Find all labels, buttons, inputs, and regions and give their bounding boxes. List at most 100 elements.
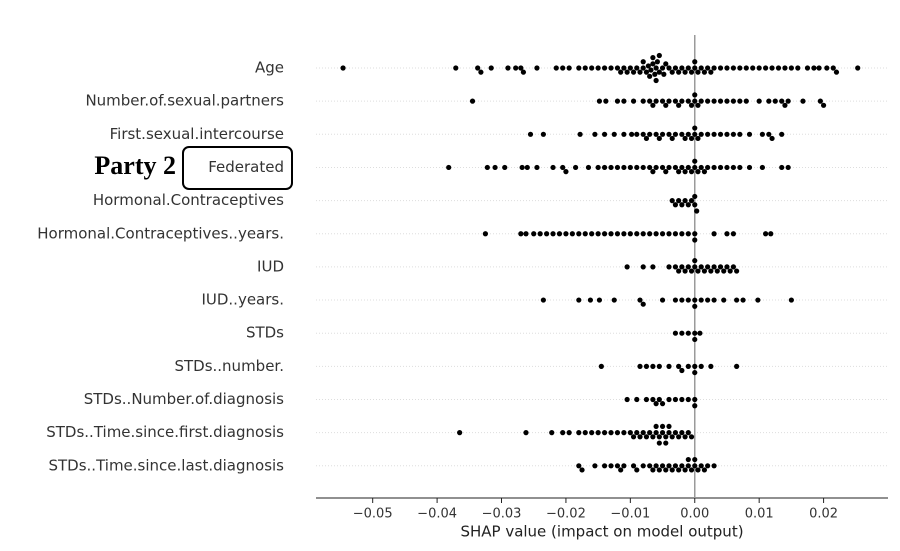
- dot: [630, 434, 637, 440]
- dot: [727, 268, 733, 274]
- dot: [553, 65, 559, 71]
- dot: [621, 131, 627, 137]
- dot: [685, 202, 691, 208]
- dot: [663, 434, 669, 440]
- dot: [566, 430, 572, 436]
- dot: [653, 231, 659, 237]
- dot: [659, 297, 666, 303]
- dot: [788, 297, 794, 303]
- dot: [711, 463, 717, 469]
- dot: [596, 297, 603, 303]
- dot: [672, 330, 679, 336]
- dot: [692, 264, 698, 270]
- dot: [589, 65, 595, 71]
- dot: [640, 98, 646, 104]
- dot: [576, 297, 582, 303]
- dot: [724, 231, 730, 237]
- dot: [705, 65, 711, 71]
- dot: [540, 131, 546, 137]
- dot: [659, 231, 666, 237]
- dot: [769, 65, 775, 71]
- dot: [582, 65, 588, 71]
- dot: [679, 463, 685, 469]
- dot: [446, 164, 452, 171]
- dot: [685, 430, 691, 436]
- dot: [637, 69, 643, 75]
- dot: [653, 77, 659, 84]
- dot: [695, 169, 701, 175]
- dot: [746, 164, 753, 171]
- dot: [595, 231, 601, 237]
- dot: [717, 131, 724, 137]
- dot: [721, 268, 727, 274]
- feature-label: STDs..Time.since.first.diagnosis: [46, 423, 284, 441]
- feature-label: Federated: [208, 158, 284, 176]
- dot: [519, 164, 525, 171]
- dot: [637, 297, 643, 303]
- dot: [692, 131, 698, 137]
- dot: [734, 363, 740, 369]
- dot: [782, 102, 788, 108]
- dot: [666, 65, 672, 71]
- dot: [659, 131, 666, 137]
- dot: [682, 69, 688, 75]
- dot: [811, 65, 817, 71]
- feature-label: IUD: [257, 257, 284, 275]
- dot: [682, 434, 688, 440]
- dot: [630, 69, 637, 75]
- dot: [688, 102, 695, 108]
- dot: [692, 330, 698, 336]
- dot: [656, 69, 662, 75]
- dot: [833, 69, 840, 75]
- dot: [800, 98, 806, 104]
- dot: [672, 396, 679, 403]
- dot: [643, 135, 650, 142]
- dot: [666, 264, 672, 270]
- dot: [737, 65, 743, 71]
- dot: [685, 98, 691, 104]
- dot: [659, 463, 666, 469]
- dot: [705, 297, 711, 303]
- dot: [672, 98, 679, 104]
- dot: [640, 463, 646, 469]
- dot: [692, 463, 698, 469]
- dot: [705, 164, 711, 171]
- dot: [621, 430, 627, 436]
- dot: [685, 463, 691, 469]
- dot: [669, 467, 675, 473]
- dot: [663, 169, 669, 175]
- dot: [534, 65, 540, 71]
- dot: [795, 65, 801, 71]
- dot: [596, 98, 603, 104]
- dot: [614, 65, 621, 71]
- dot: [701, 467, 708, 473]
- dot: [601, 65, 608, 71]
- dot: [601, 463, 608, 469]
- dot: [653, 401, 659, 407]
- dot: [692, 98, 698, 104]
- dot: [643, 434, 650, 440]
- dot: [484, 164, 490, 171]
- dot: [589, 430, 595, 436]
- dot: [524, 164, 530, 171]
- dot: [711, 264, 717, 270]
- dot: [653, 164, 659, 171]
- dot: [717, 98, 724, 104]
- dot: [685, 164, 691, 171]
- dot: [682, 135, 688, 142]
- dot: [653, 423, 659, 430]
- dot: [721, 297, 727, 303]
- dot: [820, 102, 827, 108]
- dot: [663, 102, 669, 108]
- dot: [685, 131, 691, 137]
- dot: [647, 131, 653, 137]
- dot: [743, 65, 749, 71]
- dot: [730, 231, 737, 237]
- dot: [523, 430, 529, 436]
- dot: [647, 98, 653, 104]
- dot: [595, 164, 601, 171]
- dot: [650, 61, 656, 67]
- dot: [560, 164, 566, 171]
- dot: [492, 164, 498, 171]
